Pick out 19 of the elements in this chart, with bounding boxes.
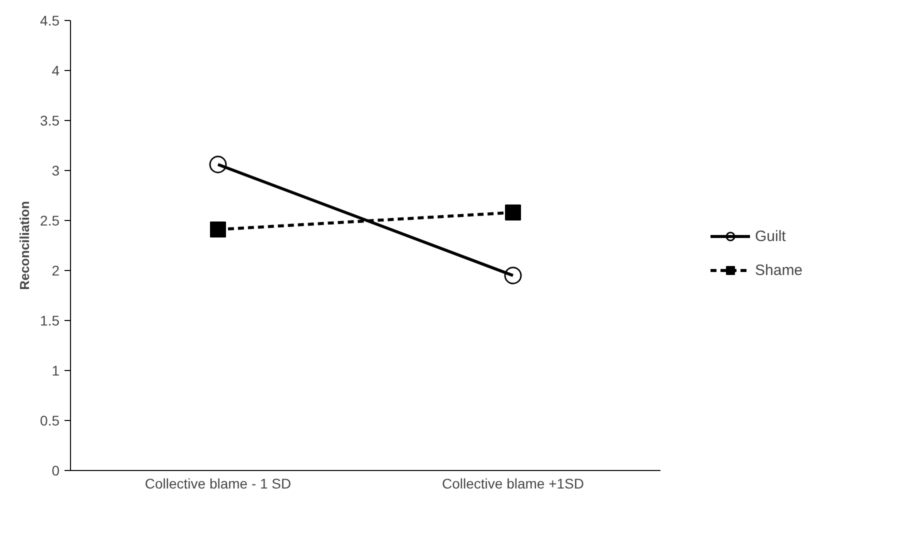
legend-label: Shame (755, 262, 803, 278)
x-tick-label: Collective blame - 1 SD (144, 476, 292, 492)
y-tick-label: 4.5 (40, 12, 60, 28)
y-tick-label: 1 (52, 362, 60, 378)
x-tick-label: Collective blame +1SD (442, 476, 584, 492)
y-tick-label: 2.5 (40, 212, 60, 228)
point (505, 204, 521, 220)
y-axis-title: Reconciliation (17, 201, 32, 290)
legend-label: Guilt (755, 228, 786, 244)
point (209, 156, 227, 174)
y-tick-label: 3.5 (40, 112, 60, 128)
y-tick-label: 4 (52, 62, 60, 78)
point (504, 266, 522, 284)
y-tick-label: 2 (52, 262, 60, 278)
y-tick-label: 0.5 (40, 412, 60, 428)
point (210, 222, 226, 238)
y-tick-label: 1.5 (40, 312, 60, 328)
y-tick-label: 0 (52, 462, 60, 478)
y-tick-label: 3 (52, 162, 60, 178)
